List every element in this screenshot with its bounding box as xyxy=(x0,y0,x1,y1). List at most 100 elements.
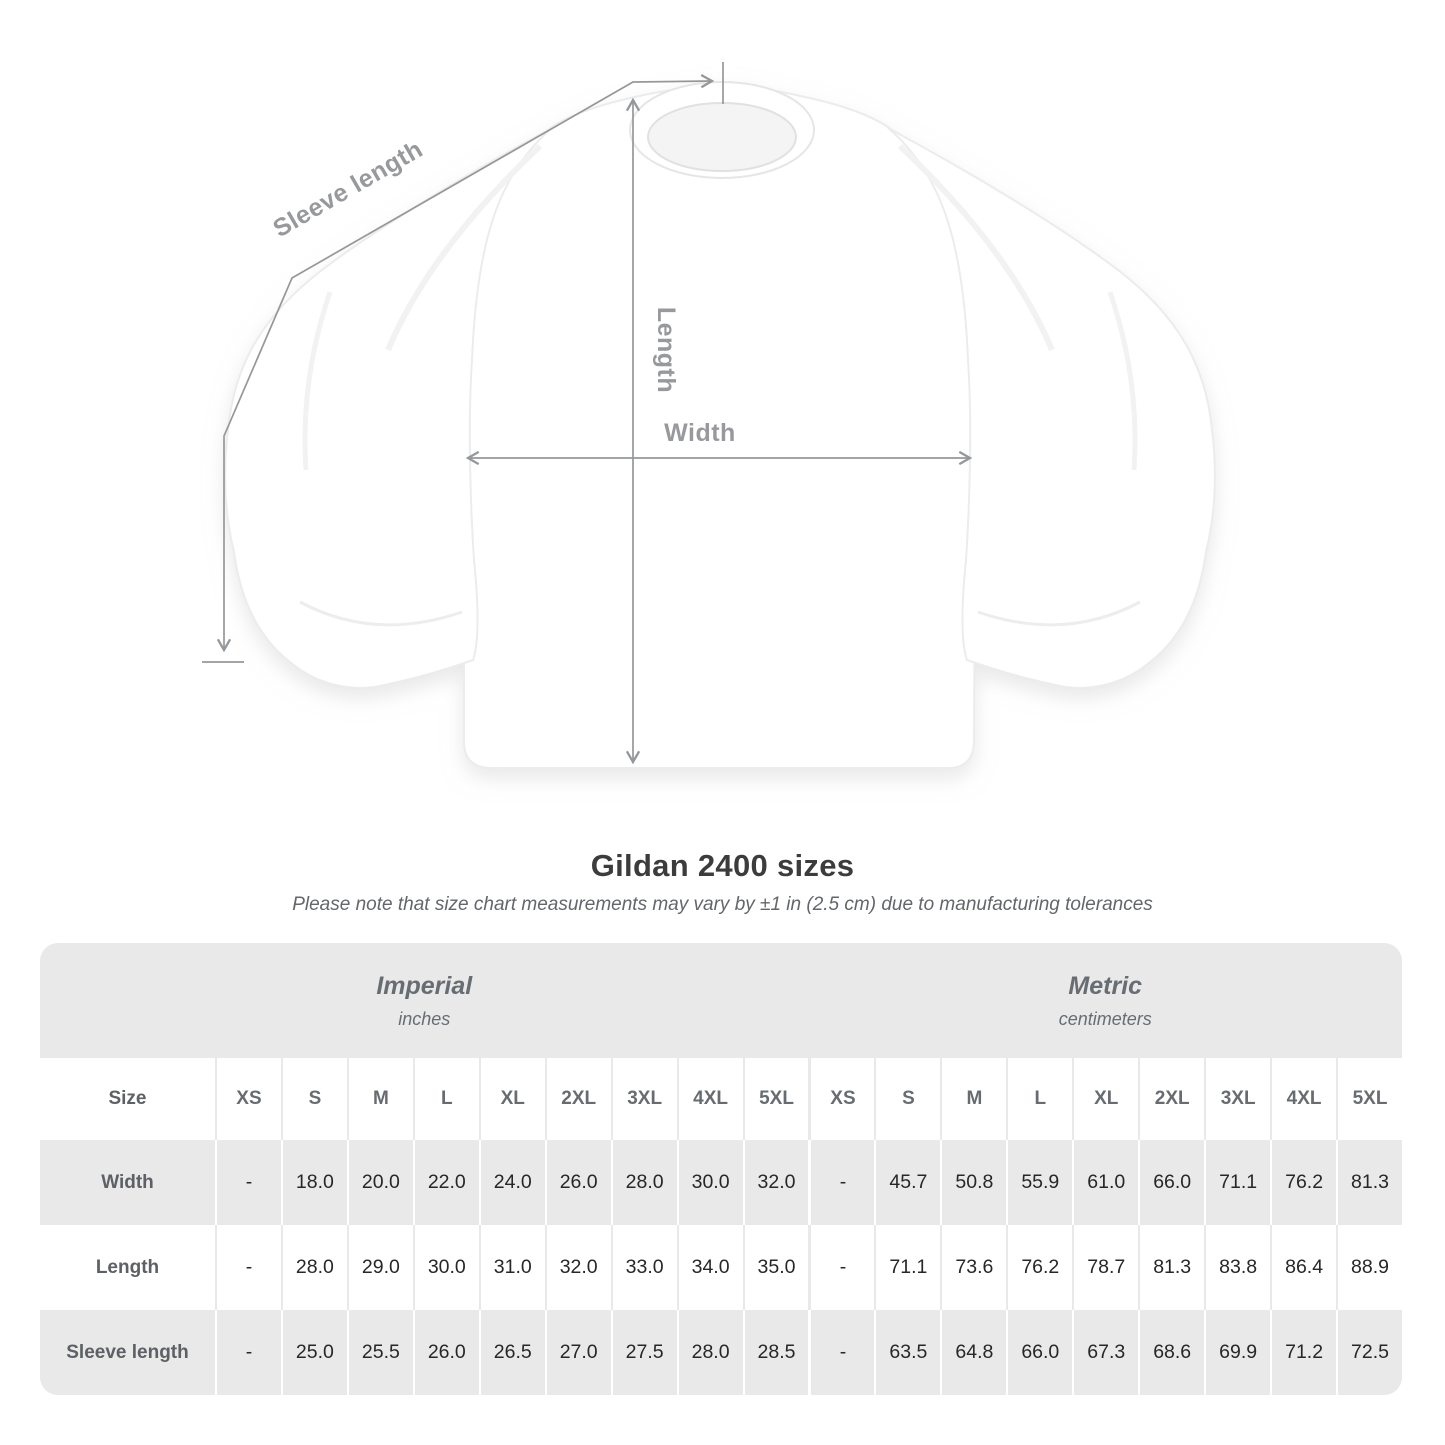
table-cell: 55.9 xyxy=(1006,1140,1072,1225)
table-cell: 61.0 xyxy=(1072,1140,1138,1225)
table-cell: 31.0 xyxy=(478,1225,545,1310)
table-cell: 20.0 xyxy=(346,1140,413,1225)
size-col-header: 3XL xyxy=(610,1058,677,1140)
table-cell: 83.8 xyxy=(1204,1225,1270,1310)
table-cell: 76.2 xyxy=(1270,1140,1336,1225)
table-cell: 26.5 xyxy=(478,1310,545,1395)
size-col-header: 5XL xyxy=(1336,1058,1402,1140)
table-cell: - xyxy=(808,1140,874,1225)
table-cell: 28.0 xyxy=(280,1225,347,1310)
table-cell: 35.0 xyxy=(742,1225,809,1310)
size-col-header: 2XL xyxy=(1138,1058,1204,1140)
size-col-header: XS xyxy=(808,1058,874,1140)
size-col-header: M xyxy=(346,1058,413,1140)
table-cell: 24.0 xyxy=(478,1140,545,1225)
size-col-header: XS xyxy=(215,1058,281,1140)
size-col-header: M xyxy=(940,1058,1006,1140)
size-col-header: 4XL xyxy=(1270,1058,1336,1140)
table-cell: 30.0 xyxy=(412,1225,479,1310)
table-row-length: Length -28.0 29.0 30.0 31.0 32.0 33.0 34.0 35.0… xyxy=(40,1225,1402,1310)
tolerance-note: Please note that size chart measurements… xyxy=(292,894,1153,915)
table-cell: 73.6 xyxy=(940,1225,1006,1310)
table-row-width: Width -18.0 20.0 22.0 24.0 26.0 28.0 30.0 32.0-… xyxy=(40,1140,1402,1225)
size-col-header: S xyxy=(280,1058,347,1140)
imperial-section-title: Imperial xyxy=(376,971,473,1000)
row-label: Length xyxy=(95,1256,160,1278)
size-header-row: Size XS S M L XL 2XL 3XL 4XL 5XL XS S M L XL 2XL 3XL 4XL… xyxy=(40,1058,1402,1140)
metric-section-header: Metric centimeters xyxy=(809,972,1403,1030)
table-cell: 28.0 xyxy=(676,1310,743,1395)
table-cell: 25.5 xyxy=(346,1310,413,1395)
table-cell: 45.7 xyxy=(874,1140,940,1225)
length-label: Length xyxy=(652,307,680,393)
table-cell: 88.9 xyxy=(1336,1225,1402,1310)
table-cell: 25.0 xyxy=(280,1310,347,1395)
table-cell: 69.9 xyxy=(1204,1310,1270,1395)
size-col-header: 3XL xyxy=(1204,1058,1270,1140)
table-cell: 26.0 xyxy=(544,1140,611,1225)
imperial-section-header: Imperial inches xyxy=(40,972,809,1030)
table-cell: 50.8 xyxy=(940,1140,1006,1225)
size-chart-page: Sleeve length Length Width Gildan 2400 s… xyxy=(40,62,1402,1395)
size-col-header: 2XL xyxy=(544,1058,611,1140)
size-col-header: L xyxy=(412,1058,479,1140)
shirt-diagram-svg: Sleeve length Length Width xyxy=(202,62,1216,769)
size-col-header: S xyxy=(874,1058,940,1140)
row-label: Sleeve length xyxy=(66,1341,189,1363)
table-cell: - xyxy=(808,1225,874,1310)
table-row-sleeve-length: Sleeve length -25.0 25.5 26.0 26.5 27.0 27.5 2… xyxy=(40,1310,1402,1395)
sleeve-length-line xyxy=(216,74,715,653)
shirt-right-sleeve xyxy=(887,127,1216,689)
size-col-header: XL xyxy=(478,1058,545,1140)
table-cell: 68.6 xyxy=(1138,1310,1204,1395)
table-cell: 27.5 xyxy=(610,1310,677,1395)
width-label: Width xyxy=(664,419,736,447)
table-cell: 71.2 xyxy=(1270,1310,1336,1395)
measurement-annotations xyxy=(202,62,973,765)
table-cell: 78.7 xyxy=(1072,1225,1138,1310)
shirt-measurement-diagram: Sleeve length Length Width xyxy=(202,62,1216,769)
table-cell: - xyxy=(215,1310,281,1395)
table-cell: 67.3 xyxy=(1072,1310,1138,1395)
size-col-header: 5XL xyxy=(742,1058,809,1140)
table-cell: 29.0 xyxy=(346,1225,413,1310)
table-cell: 71.1 xyxy=(874,1225,940,1310)
collar-inner xyxy=(647,102,797,172)
table-cell: 33.0 xyxy=(610,1225,677,1310)
size-col-header: L xyxy=(1006,1058,1072,1140)
metric-section-title: Metric xyxy=(1068,971,1143,1000)
size-col-header: 4XL xyxy=(676,1058,743,1140)
table-cell: - xyxy=(215,1225,281,1310)
table-cell: 22.0 xyxy=(412,1140,479,1225)
table-cell: 81.3 xyxy=(1336,1140,1402,1225)
sleeve-fold-line xyxy=(1107,291,1138,471)
table-cell: 32.0 xyxy=(742,1140,809,1225)
table-cell: 66.0 xyxy=(1138,1140,1204,1225)
units-header-row: Imperial inches Metric centimeters xyxy=(40,943,1402,1058)
page-title: Gildan 2400 sizes xyxy=(590,848,855,883)
table-cell: 72.5 xyxy=(1336,1310,1402,1395)
table-cell: 30.0 xyxy=(676,1140,743,1225)
metric-section-unit: centimeters xyxy=(1058,1008,1152,1029)
table-cell: 76.2 xyxy=(1006,1225,1072,1310)
table-cell: 66.0 xyxy=(1006,1310,1072,1395)
table-cell: 32.0 xyxy=(544,1225,611,1310)
table-cell: 28.0 xyxy=(610,1140,677,1225)
size-col-header: XL xyxy=(1072,1058,1138,1140)
table-cell: 18.0 xyxy=(280,1140,347,1225)
table-cell: 71.1 xyxy=(1204,1140,1270,1225)
sleeve-fold-line xyxy=(897,143,1055,352)
table-cell: 27.0 xyxy=(544,1310,611,1395)
size-table: Imperial inches Metric centimeters Size … xyxy=(40,943,1402,1395)
table-cell: 86.4 xyxy=(1270,1225,1336,1310)
table-cell: 63.5 xyxy=(874,1310,940,1395)
imperial-section-unit: inches xyxy=(398,1008,451,1029)
table-cell: 64.8 xyxy=(940,1310,1006,1395)
table-cell: 81.3 xyxy=(1138,1225,1204,1310)
table-cell: - xyxy=(215,1140,281,1225)
table-cell: 28.5 xyxy=(742,1310,809,1395)
table-cell: - xyxy=(808,1310,874,1395)
right-cuff-seam xyxy=(977,600,1141,627)
size-row-label: Size xyxy=(108,1088,147,1109)
table-cell: 34.0 xyxy=(676,1225,743,1310)
